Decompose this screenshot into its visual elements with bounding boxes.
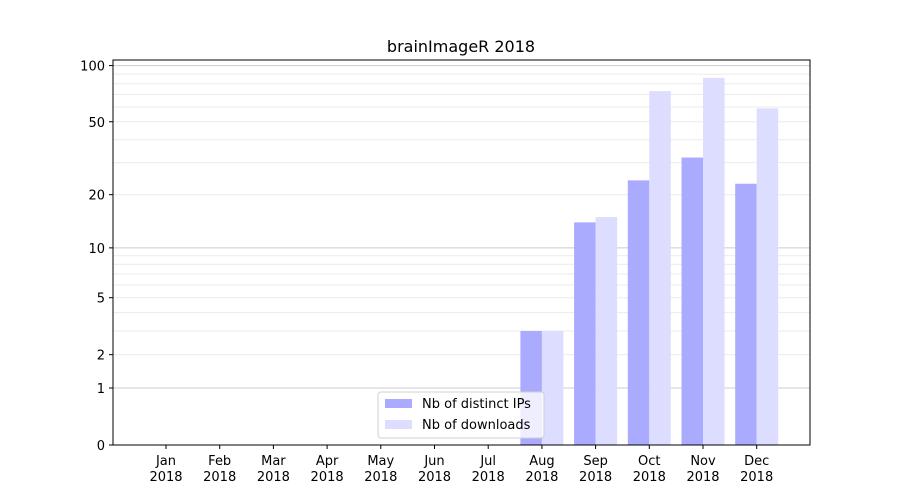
plot-frame — [112, 59, 811, 446]
legend-label: Nb of distinct IPs — [422, 397, 531, 412]
x-tick-label: Sep 2018 — [579, 454, 612, 485]
x-tick-label-line: 2018 — [149, 470, 182, 485]
legend-box — [377, 391, 545, 439]
y-tick-label: 100 — [80, 60, 105, 75]
x-tick-label: Apr 2018 — [311, 454, 344, 485]
x-tick-label: Jul 2018 — [472, 454, 505, 485]
x-tick-label-line: Jan — [155, 454, 176, 469]
legend-swatch — [385, 399, 412, 408]
y-tick-label: 20 — [88, 189, 105, 204]
x-tick-label-line: Nov — [690, 454, 716, 469]
x-tick-label-line: Jul — [479, 454, 496, 469]
y-tick-label: 0 — [97, 439, 105, 454]
chart-title: brainImageR 2018 — [387, 37, 535, 56]
x-tick-label-line: 2018 — [579, 470, 612, 485]
x-tick-label-line: 2018 — [364, 470, 397, 485]
bar-distinct-ips — [735, 183, 757, 445]
x-tick-label-line: Oct — [638, 454, 660, 469]
x-tick-label-line: 2018 — [633, 470, 666, 485]
x-tick-label-line: 2018 — [525, 470, 558, 485]
x-tick-label-line: Sep — [583, 454, 608, 469]
bar-downloads — [703, 77, 725, 446]
x-tick-label-line: 2018 — [203, 470, 236, 485]
legend-swatch — [385, 420, 412, 429]
x-tick-label-line: Feb — [208, 454, 231, 469]
y-tick-label: 5 — [97, 292, 105, 307]
y-tick-label: 50 — [88, 116, 105, 131]
y-tick-label: 1 — [97, 382, 105, 397]
x-tick-label: Mar 2018 — [257, 454, 290, 485]
y-tick-label: 2 — [97, 349, 105, 364]
x-tick-label: Aug 2018 — [525, 454, 558, 485]
bar-downloads — [541, 331, 564, 445]
y-tick-label: 10 — [88, 242, 105, 257]
legend-label: Nb of downloads — [422, 418, 531, 433]
x-tick-label-line: 2018 — [311, 470, 344, 485]
x-tick-label: Jan 2018 — [149, 454, 182, 485]
bar-downloads — [756, 108, 779, 445]
x-tick-label: Oct 2018 — [633, 454, 666, 485]
x-tick-label-line: Mar — [261, 454, 286, 469]
x-tick-label: Nov 2018 — [686, 454, 719, 485]
x-tick-label-line: 2018 — [686, 470, 719, 485]
bar-distinct-ips — [627, 180, 650, 446]
bar-distinct-ips — [681, 157, 703, 445]
x-tick-label-line: 2018 — [472, 470, 505, 485]
bar-distinct-ips — [574, 222, 596, 445]
x-tick-label-line: May — [367, 454, 394, 469]
x-tick-label: Dec 2018 — [740, 454, 773, 485]
x-tick-label-line: 2018 — [418, 470, 451, 485]
x-tick-label-line: Aug — [529, 454, 554, 469]
x-tick-label: Jun 2018 — [418, 454, 451, 485]
x-tick-label-line: Jun — [423, 454, 444, 469]
x-tick-label-line: Apr — [316, 454, 339, 469]
bar-downloads — [595, 217, 618, 445]
bar-downloads — [649, 91, 671, 446]
x-tick-label-line: Dec — [744, 454, 769, 469]
x-tick-label: Feb 2018 — [203, 454, 236, 485]
x-tick-label-line: 2018 — [740, 470, 773, 485]
x-tick-label: May 2018 — [364, 454, 397, 485]
x-tick-label-line: 2018 — [257, 470, 290, 485]
